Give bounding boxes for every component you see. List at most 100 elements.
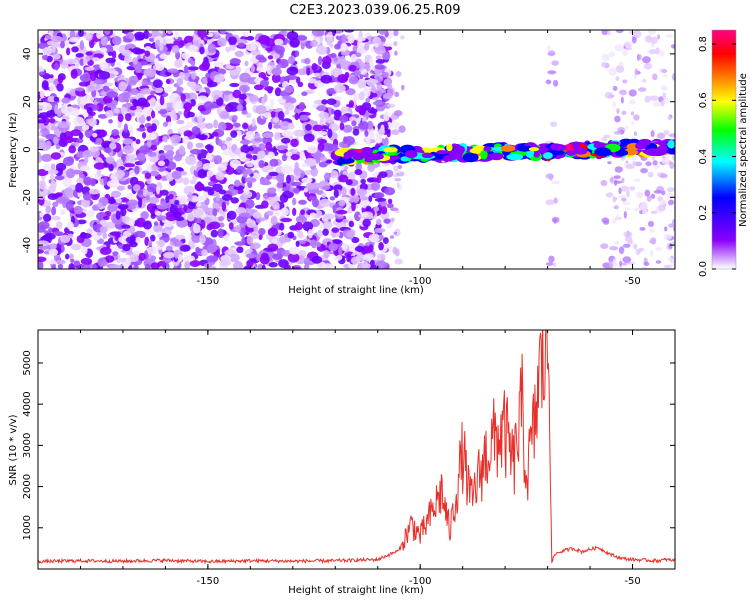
heatmap-noise-cell bbox=[632, 160, 637, 166]
heatmap-noise-cell bbox=[292, 207, 297, 217]
heatmap-noise-cell bbox=[212, 208, 218, 217]
heatmap-noise-cell bbox=[186, 111, 195, 118]
heatmap-noise-cell bbox=[154, 57, 160, 67]
heatmap-noise-cell bbox=[650, 193, 656, 199]
heatmap-noise-cell bbox=[609, 246, 619, 251]
heatmap-noise-cell bbox=[81, 246, 88, 255]
heatmap-noise-cell bbox=[178, 145, 186, 155]
spectrogram-ytick-label: -40 bbox=[22, 237, 33, 253]
heatmap-noise-cell bbox=[151, 30, 160, 37]
heatmap-noise-cell bbox=[141, 132, 147, 139]
heatmap-noise-cell bbox=[347, 171, 356, 181]
heatmap-noise-cell bbox=[197, 169, 208, 179]
heatmap-noise-cell bbox=[322, 228, 329, 236]
heatmap-noise-cell bbox=[622, 48, 629, 57]
heatmap-noise-cell bbox=[268, 171, 279, 177]
heatmap-noise-cell bbox=[112, 251, 119, 256]
heatmap-noise-cell bbox=[38, 42, 47, 50]
heatmap-noise-cell bbox=[76, 138, 84, 144]
heatmap-signal-cell bbox=[635, 142, 647, 150]
heatmap-noise-cell bbox=[653, 190, 663, 194]
heatmap-noise-cell bbox=[153, 221, 159, 227]
heatmap-signal-cell bbox=[533, 152, 540, 158]
heatmap-noise-cell bbox=[132, 98, 138, 108]
heatmap-noise-cell bbox=[253, 137, 264, 142]
heatmap-noise-cell bbox=[320, 156, 328, 162]
heatmap-noise-cell bbox=[395, 71, 402, 77]
heatmap-noise-cell bbox=[109, 142, 117, 150]
heatmap-noise-cell bbox=[261, 200, 269, 209]
heatmap-noise-cell bbox=[394, 258, 403, 265]
heatmap-noise-cell bbox=[659, 173, 668, 179]
heatmap-noise-cell bbox=[70, 129, 82, 137]
heatmap-noise-cell bbox=[282, 95, 292, 100]
heatmap-noise-cell bbox=[350, 54, 357, 63]
heatmap-noise-cell bbox=[276, 181, 284, 189]
heatmap-noise-cell bbox=[196, 195, 207, 201]
snr-ytick-label: 4000 bbox=[22, 391, 33, 416]
heatmap-noise-cell bbox=[217, 121, 227, 132]
spectrogram-x-label: Height of straight line (km) bbox=[288, 285, 424, 296]
heatmap-noise-cell bbox=[258, 160, 265, 169]
heatmap-noise-cell bbox=[245, 153, 253, 159]
heatmap-noise-cell bbox=[163, 222, 174, 228]
heatmap-noise-cell bbox=[267, 243, 279, 252]
heatmap-noise-cell bbox=[77, 219, 87, 225]
heatmap-noise-cell bbox=[303, 133, 315, 143]
heatmap-noise-cell bbox=[241, 110, 248, 115]
heatmap-noise-cell bbox=[323, 249, 330, 259]
heatmap-noise-cell bbox=[92, 263, 98, 269]
heatmap-noise-cell bbox=[195, 142, 204, 149]
heatmap-noise-cell bbox=[172, 211, 182, 218]
heatmap-noise-cell bbox=[62, 156, 74, 166]
heatmap-noise-cell bbox=[347, 33, 355, 44]
heatmap-noise-cell bbox=[44, 34, 52, 40]
heatmap-noise-cell bbox=[393, 41, 398, 47]
heatmap-noise-cell bbox=[145, 194, 150, 201]
heatmap-noise-cell bbox=[80, 165, 91, 172]
heatmap-signal-cell bbox=[441, 155, 454, 162]
heatmap-noise-cell bbox=[134, 165, 140, 175]
heatmap-noise-cell bbox=[547, 50, 556, 57]
heatmap-noise-cell bbox=[79, 40, 85, 51]
heatmap-noise-cell bbox=[134, 111, 143, 118]
heatmap-noise-cell bbox=[341, 186, 347, 196]
heatmap-noise-cell bbox=[373, 206, 380, 212]
heatmap-noise-cell bbox=[266, 210, 274, 216]
heatmap-noise-cell bbox=[301, 91, 308, 97]
heatmap-noise-cell bbox=[45, 140, 52, 150]
heatmap-noise-cell bbox=[82, 192, 92, 201]
heatmap-noise-cell bbox=[548, 173, 554, 181]
heatmap-noise-cell bbox=[40, 103, 53, 111]
heatmap-noise-cell bbox=[96, 202, 103, 208]
heatmap-noise-cell bbox=[293, 187, 300, 194]
heatmap-noise-cell bbox=[328, 243, 339, 252]
heatmap-noise-cell bbox=[123, 38, 133, 43]
heatmap-noise-cell bbox=[150, 213, 156, 219]
heatmap-noise-cell bbox=[307, 78, 317, 84]
heatmap-noise-cell bbox=[374, 197, 387, 202]
heatmap-noise-cell bbox=[197, 115, 203, 123]
heatmap-noise-cell bbox=[129, 253, 139, 263]
heatmap-noise-cell bbox=[50, 41, 59, 46]
heatmap-noise-cell bbox=[263, 93, 268, 103]
heatmap-noise-cell bbox=[79, 73, 92, 82]
heatmap-noise-cell bbox=[666, 186, 675, 193]
heatmap-noise-cell bbox=[605, 192, 614, 198]
heatmap-noise-cell bbox=[392, 246, 398, 255]
heatmap-noise-cell bbox=[79, 96, 88, 106]
heatmap-noise-cell bbox=[93, 162, 106, 170]
heatmap-noise-cell bbox=[391, 129, 400, 136]
heatmap-noise-cell bbox=[187, 191, 193, 202]
heatmap-noise-cell bbox=[217, 139, 222, 147]
heatmap-noise-cell bbox=[321, 263, 333, 269]
heatmap-noise-cell bbox=[210, 229, 219, 238]
heatmap-noise-cell bbox=[281, 137, 291, 144]
heatmap-noise-cell bbox=[111, 50, 117, 60]
heatmap-noise-cell bbox=[368, 233, 381, 243]
heatmap-noise-cell bbox=[614, 166, 623, 173]
heatmap-noise-cell bbox=[41, 80, 49, 89]
heatmap-noise-cell bbox=[57, 121, 70, 129]
heatmap-noise-cell bbox=[357, 39, 363, 49]
heatmap-signal-cell bbox=[421, 152, 434, 159]
